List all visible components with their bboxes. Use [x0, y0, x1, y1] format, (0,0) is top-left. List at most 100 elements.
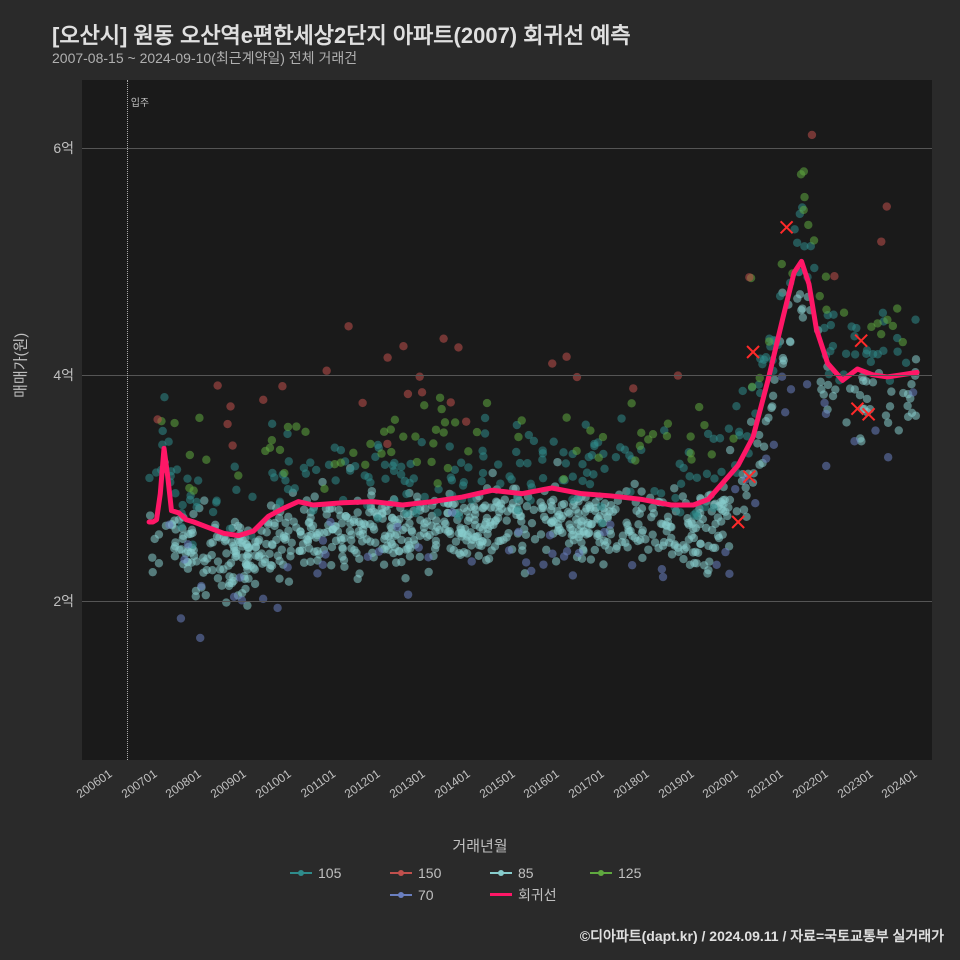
- scatter-point: [572, 515, 580, 523]
- scatter-point: [776, 292, 784, 300]
- scatter-point: [725, 424, 733, 432]
- scatter-point: [631, 456, 639, 464]
- legend-item: 125: [590, 865, 670, 881]
- scatter-point: [160, 393, 168, 401]
- scatter-point: [460, 504, 468, 512]
- scatter-point: [842, 418, 850, 426]
- scatter-point: [879, 347, 887, 355]
- scatter-point: [306, 514, 314, 522]
- scatter-point: [590, 440, 598, 448]
- scatter-point: [895, 426, 903, 434]
- scatter-point: [266, 444, 274, 452]
- x-tick-label: 201601: [517, 760, 562, 801]
- scatter-point: [248, 493, 256, 501]
- scatter-point: [553, 458, 561, 466]
- scatter-point: [349, 449, 357, 457]
- scatter-point: [637, 487, 645, 495]
- scatter-point: [637, 429, 645, 437]
- scatter-point: [700, 421, 708, 429]
- scatter-point: [762, 417, 770, 425]
- scatter-point: [588, 520, 596, 528]
- scatter-point: [537, 530, 545, 538]
- scatter-point: [631, 534, 639, 542]
- cross-marker: [781, 221, 793, 233]
- x-tick-label: 201801: [606, 760, 651, 801]
- scatter-point: [693, 474, 701, 482]
- legend-swatch: [490, 872, 512, 874]
- scatter-point: [475, 552, 483, 560]
- scatter-point: [725, 570, 733, 578]
- scatter-point: [483, 399, 491, 407]
- scatter-point: [692, 559, 700, 567]
- scatter-point: [687, 455, 695, 463]
- scatter-point: [755, 461, 763, 469]
- scatter-point: [383, 353, 391, 361]
- scatter-point: [437, 405, 445, 413]
- scatter-point: [578, 477, 586, 485]
- scatter-point: [199, 568, 207, 576]
- scatter-point: [912, 355, 920, 363]
- scatter-point: [514, 506, 522, 514]
- scatter-point: [344, 322, 352, 330]
- scatter-point: [189, 486, 197, 494]
- scatter-point: [300, 506, 308, 514]
- scatter-point: [638, 554, 646, 562]
- scatter-point: [399, 432, 407, 440]
- scatter-point: [358, 399, 366, 407]
- scatter-point: [192, 498, 200, 506]
- scatter-point: [208, 551, 216, 559]
- scatter-point: [686, 432, 694, 440]
- scatter-point: [177, 614, 185, 622]
- scatter-point: [770, 376, 778, 384]
- scatter-point: [745, 273, 753, 281]
- scatter-point: [219, 565, 227, 573]
- scatter-point: [800, 242, 808, 250]
- scatter-point: [798, 304, 806, 312]
- scatter-point: [402, 509, 410, 517]
- scatter-point: [560, 552, 568, 560]
- scatter-point: [418, 388, 426, 396]
- scatter-point: [671, 540, 679, 548]
- scatter-point: [842, 350, 850, 358]
- scatter-point: [364, 553, 372, 561]
- scatter-point: [587, 555, 595, 563]
- scatter-point: [621, 539, 629, 547]
- scatter-point: [559, 448, 567, 456]
- scatter-point: [331, 476, 339, 484]
- scatter-point: [473, 428, 481, 436]
- x-tick-label: 200901: [203, 760, 248, 801]
- scatter-point: [586, 480, 594, 488]
- scatter-point: [459, 529, 467, 537]
- scatter-point: [432, 426, 440, 434]
- scatter-point: [309, 522, 317, 530]
- scatter-point: [350, 515, 358, 523]
- scatter-point: [370, 525, 378, 533]
- scatter-point: [146, 511, 154, 519]
- scatter-point: [413, 458, 421, 466]
- scatter-point: [793, 294, 801, 302]
- scatter-point: [769, 392, 777, 400]
- scatter-point: [342, 512, 350, 520]
- scatter-point: [383, 440, 391, 448]
- scatter-point: [886, 402, 894, 410]
- scatter-point: [447, 473, 455, 481]
- scatter-point: [327, 561, 335, 569]
- scatter-point: [153, 415, 161, 423]
- scatter-point: [363, 535, 371, 543]
- scatter-point: [703, 569, 711, 577]
- scatter-point: [218, 581, 226, 589]
- scatter-point: [732, 402, 740, 410]
- scatter-point: [492, 516, 500, 524]
- scatter-point: [547, 498, 555, 506]
- scatter-point: [496, 479, 504, 487]
- legend-swatch: [590, 872, 612, 874]
- scatter-point: [503, 507, 511, 515]
- scatter-point: [550, 437, 558, 445]
- scatter-point: [846, 384, 854, 392]
- y-axis-label: 매매가(원): [10, 333, 31, 398]
- scatter-point: [553, 507, 561, 515]
- scatter-point: [416, 516, 424, 524]
- legend-label: 70: [418, 887, 434, 903]
- scatter-point: [368, 487, 376, 495]
- scatter-point: [436, 394, 444, 402]
